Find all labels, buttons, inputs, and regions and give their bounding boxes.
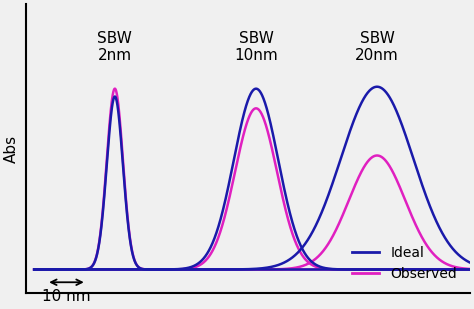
Legend: Ideal, Observed: Ideal, Observed: [346, 240, 463, 286]
Text: SBW
10nm: SBW 10nm: [234, 31, 278, 63]
Text: 10 nm: 10 nm: [42, 289, 91, 304]
Text: SBW
20nm: SBW 20nm: [355, 31, 399, 63]
Text: SBW
2nm: SBW 2nm: [98, 31, 132, 63]
Y-axis label: Abs: Abs: [4, 134, 19, 163]
